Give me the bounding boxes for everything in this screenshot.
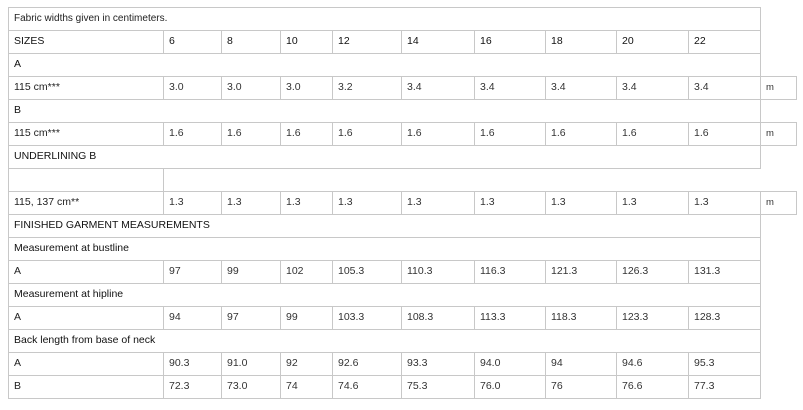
- value-cell: 76.6: [616, 375, 689, 399]
- value-cell: 73.0: [221, 375, 281, 399]
- value-cell: 77.3: [688, 375, 761, 399]
- value-cell: 92.6: [332, 352, 402, 376]
- value-cell: 94: [545, 352, 617, 376]
- row-label: A: [8, 352, 164, 376]
- value-cell: 3.4: [688, 76, 761, 100]
- value-cell: 123.3: [616, 306, 689, 330]
- section-label: Back length from base of neck: [8, 329, 761, 353]
- value-cell: 95.3: [688, 352, 761, 376]
- unit-cell: m: [760, 191, 797, 215]
- value-cell: 76: [545, 375, 617, 399]
- value-cell: 94.6: [616, 352, 689, 376]
- value-cell: 1.3: [545, 191, 617, 215]
- section-label: A: [8, 53, 761, 77]
- value-cell: 108.3: [401, 306, 475, 330]
- value-cell: 94: [163, 306, 222, 330]
- value-cell: 1.6: [221, 122, 281, 146]
- unit-cell: m: [760, 122, 797, 146]
- row-label: A: [8, 260, 164, 284]
- value-cell: 74: [280, 375, 333, 399]
- value-cell: 1.3: [688, 191, 761, 215]
- value-cell: 92: [280, 352, 333, 376]
- row-label: 115 cm***: [8, 122, 164, 146]
- size-header-cell: 10: [280, 30, 333, 54]
- row-label: 115 cm***: [8, 76, 164, 100]
- value-cell: 1.3: [163, 191, 222, 215]
- value-cell: 1.3: [221, 191, 281, 215]
- section-label: Measurement at bustline: [8, 237, 761, 261]
- value-cell: 76.0: [474, 375, 546, 399]
- section-label: Measurement at hipline: [8, 283, 761, 307]
- value-cell: 99: [280, 306, 333, 330]
- value-cell: 1.6: [401, 122, 475, 146]
- size-header-cell: 12: [332, 30, 402, 54]
- value-cell: 97: [221, 306, 281, 330]
- size-header-cell: 14: [401, 30, 475, 54]
- blank-cell: [8, 168, 164, 192]
- size-header-cell: 22: [688, 30, 761, 54]
- value-cell: 103.3: [332, 306, 402, 330]
- section-label: FINISHED GARMENT MEASUREMENTS: [8, 214, 761, 238]
- section-label: UNDERLINING B: [8, 145, 761, 169]
- value-cell: 3.2: [332, 76, 402, 100]
- value-cell: 3.0: [280, 76, 333, 100]
- value-cell: 1.3: [280, 191, 333, 215]
- value-cell: 1.6: [280, 122, 333, 146]
- value-cell: 1.3: [332, 191, 402, 215]
- value-cell: 3.4: [616, 76, 689, 100]
- size-header-cell: 8: [221, 30, 281, 54]
- section-label: B: [8, 99, 761, 123]
- value-cell: 3.4: [401, 76, 475, 100]
- row-label: B: [8, 375, 164, 399]
- value-cell: 126.3: [616, 260, 689, 284]
- size-header-cell: 18: [545, 30, 617, 54]
- value-cell: 1.6: [545, 122, 617, 146]
- value-cell: 74.6: [332, 375, 402, 399]
- value-cell: 75.3: [401, 375, 475, 399]
- value-cell: 113.3: [474, 306, 546, 330]
- value-cell: 93.3: [401, 352, 475, 376]
- size-header-cell: 20: [616, 30, 689, 54]
- value-cell: 1.6: [616, 122, 689, 146]
- value-cell: 1.3: [474, 191, 546, 215]
- value-cell: 91.0: [221, 352, 281, 376]
- size-header-cell: 16: [474, 30, 546, 54]
- value-cell: 3.4: [545, 76, 617, 100]
- value-cell: 1.6: [163, 122, 222, 146]
- table-note: Fabric widths given in centimeters.: [8, 7, 761, 31]
- value-cell: 3.4: [474, 76, 546, 100]
- value-cell: 1.3: [401, 191, 475, 215]
- row-label: 115, 137 cm**: [8, 191, 164, 215]
- value-cell: 94.0: [474, 352, 546, 376]
- unit-cell: m: [760, 76, 797, 100]
- value-cell: 1.3: [616, 191, 689, 215]
- value-cell: 90.3: [163, 352, 222, 376]
- value-cell: 1.6: [474, 122, 546, 146]
- value-cell: 105.3: [332, 260, 402, 284]
- value-cell: 72.3: [163, 375, 222, 399]
- value-cell: 97: [163, 260, 222, 284]
- value-cell: 116.3: [474, 260, 546, 284]
- blank-cell: [163, 168, 761, 192]
- value-cell: 121.3: [545, 260, 617, 284]
- value-cell: 1.6: [332, 122, 402, 146]
- value-cell: 1.6: [688, 122, 761, 146]
- size-header-cell: 6: [163, 30, 222, 54]
- value-cell: 99: [221, 260, 281, 284]
- value-cell: 3.0: [163, 76, 222, 100]
- sizes-header: SIZES: [8, 30, 164, 54]
- value-cell: 110.3: [401, 260, 475, 284]
- row-label: A: [8, 306, 164, 330]
- value-cell: 118.3: [545, 306, 617, 330]
- value-cell: 128.3: [688, 306, 761, 330]
- value-cell: 102: [280, 260, 333, 284]
- value-cell: 3.0: [221, 76, 281, 100]
- value-cell: 131.3: [688, 260, 761, 284]
